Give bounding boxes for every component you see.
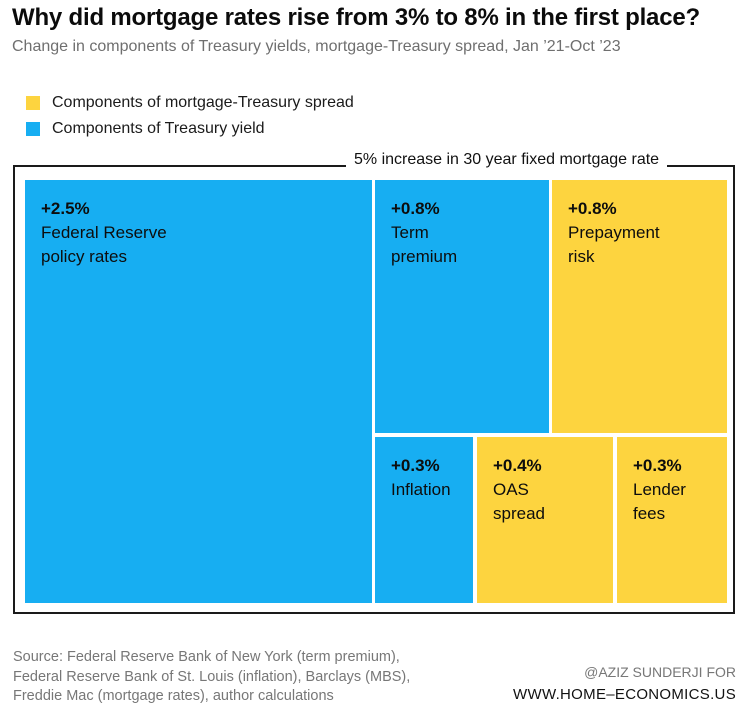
- legend-label-spread: Components of mortgage-Treasury spread: [52, 94, 354, 111]
- tile-lender-fees: +0.3% Lender fees: [617, 437, 727, 603]
- legend-swatch-treasury: [26, 122, 40, 136]
- tile-value: +0.8%: [391, 199, 440, 218]
- tile-label: Inflation: [391, 480, 451, 499]
- author-credit: @AZIZ SUNDERJI FOR: [584, 664, 736, 680]
- chart-title: Why did mortgage rates rise from 3% to 8…: [12, 4, 700, 31]
- legend-item-spread: Components of mortgage-Treasury spread: [26, 90, 354, 116]
- tile-value: +0.3%: [633, 456, 682, 475]
- tile-value: +0.8%: [568, 199, 617, 218]
- tile-label: OAS spread: [493, 480, 545, 523]
- legend-item-treasury: Components of Treasury yield: [26, 116, 354, 142]
- tile-prepayment-risk: +0.8% Prepayment risk: [552, 180, 727, 433]
- tile-value: +0.4%: [493, 456, 542, 475]
- tile-value: +0.3%: [391, 456, 440, 475]
- total-label: 5% increase in 30 year fixed mortgage ra…: [346, 151, 668, 169]
- tile-label: Lender fees: [633, 480, 686, 523]
- treemap-frame: +2.5% Federal Reserve policy rates +0.8%…: [13, 165, 735, 614]
- legend-label-treasury: Components of Treasury yield: [52, 120, 265, 137]
- tile-value: +2.5%: [41, 199, 90, 218]
- tile-term-premium: +0.8% Term premium: [375, 180, 549, 433]
- website-credit: WWW.HOME–ECONOMICS.US: [513, 686, 736, 703]
- legend: Components of mortgage-Treasury spread C…: [26, 90, 354, 142]
- legend-swatch-spread: [26, 96, 40, 110]
- tile-oas-spread: +0.4% OAS spread: [477, 437, 613, 603]
- tile-label: Prepayment risk: [568, 223, 660, 266]
- tile-inflation: +0.3% Inflation: [375, 437, 473, 603]
- source-note: Source: Federal Reserve Bank of New York…: [13, 649, 411, 704]
- tile-label: Federal Reserve policy rates: [41, 223, 167, 266]
- tile-label: Term premium: [391, 223, 458, 266]
- chart-subtitle: Change in components of Treasury yields,…: [12, 38, 621, 55]
- tile-fed-policy-rates: +2.5% Federal Reserve policy rates: [25, 180, 372, 603]
